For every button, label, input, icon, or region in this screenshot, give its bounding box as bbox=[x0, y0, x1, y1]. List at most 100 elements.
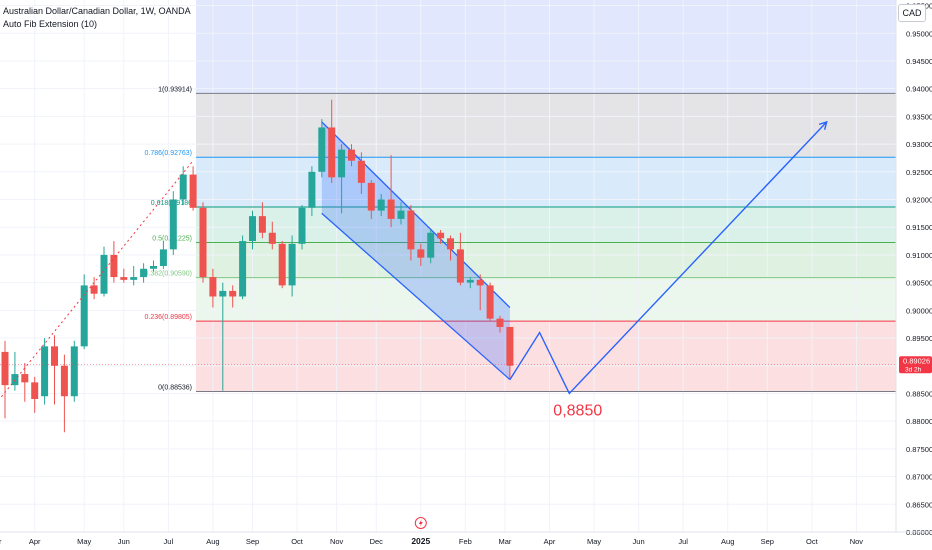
time-tick-label: 2025 bbox=[411, 536, 430, 546]
candle-body bbox=[318, 127, 326, 172]
price-tick-label: 0.93000 bbox=[906, 140, 932, 149]
current-price-tag bbox=[899, 356, 932, 374]
price-tick-label: 0.88000 bbox=[906, 417, 932, 426]
time-tick-label: May bbox=[587, 537, 601, 546]
candles bbox=[1, 99, 514, 433]
candle-body bbox=[268, 232, 276, 244]
lightning-icon bbox=[414, 517, 427, 529]
annotation-target: 0,8850 bbox=[553, 402, 602, 419]
candle-body bbox=[159, 249, 167, 266]
price-tick-label: 0.95000 bbox=[906, 29, 932, 38]
time-tick-label: Aug bbox=[721, 537, 734, 546]
candle-body bbox=[506, 326, 514, 366]
fib-band-0.236 bbox=[196, 321, 896, 392]
candle-body bbox=[31, 382, 39, 399]
time-tick-label: Feb bbox=[459, 537, 472, 546]
candle-body bbox=[367, 182, 375, 211]
price-tick-label: 0.90000 bbox=[906, 306, 932, 315]
price-tick-label: 0.88500 bbox=[906, 389, 932, 398]
current-price-countdown: 3d 2h bbox=[905, 366, 922, 373]
candle-body bbox=[70, 346, 78, 397]
price-tick-label: 0.93500 bbox=[906, 112, 932, 121]
candle-body bbox=[456, 249, 464, 283]
time-tick-label: May bbox=[77, 537, 91, 546]
price-tick-label: 0.92000 bbox=[906, 196, 932, 205]
time-tick-label: Oct bbox=[806, 537, 819, 546]
candle-body bbox=[377, 199, 385, 211]
price-tick-label: 0.87000 bbox=[906, 473, 932, 482]
fib-zones bbox=[196, 0, 896, 392]
candle-body bbox=[110, 254, 118, 278]
fib-levels: 1(0.93914)0.786(0.92763)0.618(0.91860.5(… bbox=[145, 86, 896, 392]
candle-body bbox=[308, 171, 316, 208]
candle-body bbox=[80, 285, 88, 347]
candle-body bbox=[496, 318, 504, 327]
time-tick-label: Sep bbox=[761, 537, 774, 546]
candle-body bbox=[219, 290, 227, 297]
candle-body bbox=[130, 277, 138, 280]
price-tick-label: 0.92500 bbox=[906, 168, 932, 177]
price-tick-label: 0.86500 bbox=[906, 500, 932, 509]
indicator-title[interactable]: Auto Fib Extension (10) bbox=[3, 19, 98, 29]
candle-body bbox=[437, 232, 445, 239]
candle-body bbox=[298, 207, 306, 244]
current-price-value: 0.89026 bbox=[903, 356, 930, 365]
dotted-trendline bbox=[0, 160, 194, 400]
candle-body bbox=[278, 243, 286, 286]
candle-body bbox=[239, 241, 247, 297]
currency-button[interactable]: CAD bbox=[898, 4, 926, 22]
candle-body bbox=[348, 149, 355, 161]
candle-body bbox=[21, 374, 29, 383]
candle-body bbox=[60, 365, 68, 397]
candle-body bbox=[476, 279, 484, 286]
fib-band-1 bbox=[196, 93, 896, 158]
time-tick-label: Mar bbox=[0, 537, 2, 546]
time-tick-label: Jul bbox=[164, 537, 174, 546]
fib-label-1: 1(0.93914) bbox=[158, 86, 192, 93]
price-tick-label: 0.94500 bbox=[906, 57, 932, 66]
candle-body bbox=[189, 174, 197, 208]
drawings[interactable]: 0,8850 bbox=[0, 120, 896, 420]
time-tick-label: Apr bbox=[544, 537, 556, 546]
time-tick-label: Mar bbox=[498, 537, 511, 546]
projection-arrowhead bbox=[818, 120, 828, 130]
price-tick-label: 0.89500 bbox=[906, 334, 932, 343]
price-tick-label: 0.87500 bbox=[906, 445, 932, 454]
candle-body bbox=[1, 351, 9, 386]
candle-body bbox=[447, 238, 454, 250]
projection-path bbox=[509, 121, 828, 395]
symbol-title[interactable]: Australian Dollar/Canadian Dollar, 1W, O… bbox=[3, 6, 191, 16]
candle-body bbox=[169, 199, 177, 250]
fib-label-0: 0(0.88536) bbox=[158, 384, 192, 391]
fib-band-0.382 bbox=[196, 277, 896, 322]
price-tick-label: 0.91000 bbox=[906, 251, 932, 260]
chart-legend: Australian Dollar/Canadian Dollar, 1W, O… bbox=[3, 5, 191, 31]
time-tick-label: Nov bbox=[850, 537, 864, 546]
candle-body bbox=[417, 249, 425, 258]
price-tick-label: 0.94000 bbox=[906, 85, 932, 94]
candle-body bbox=[249, 216, 256, 242]
time-tick-label: Nov bbox=[330, 537, 344, 546]
time-tick-label: Apr bbox=[29, 537, 41, 546]
time-tick-label: Jun bbox=[118, 537, 130, 546]
time-tick-label: Jul bbox=[678, 537, 688, 546]
time-tick-label: Sep bbox=[246, 537, 259, 546]
price-tick-label: 0.90500 bbox=[906, 279, 932, 288]
candle-body bbox=[357, 160, 365, 183]
candle-body bbox=[258, 216, 266, 233]
candle-body bbox=[120, 277, 128, 280]
candle-body bbox=[486, 285, 494, 319]
channel-lower bbox=[321, 212, 511, 381]
time-tick-label: Oct bbox=[291, 537, 304, 546]
time-tick-label: Aug bbox=[206, 537, 219, 546]
time-tick-label: Dec bbox=[370, 537, 384, 546]
candle-body bbox=[150, 266, 157, 269]
candle-body bbox=[90, 285, 98, 294]
candle-body bbox=[407, 210, 415, 250]
candle-body bbox=[427, 232, 435, 258]
candle-body bbox=[209, 277, 217, 297]
candle-body bbox=[328, 127, 336, 178]
candle-body bbox=[140, 268, 148, 278]
